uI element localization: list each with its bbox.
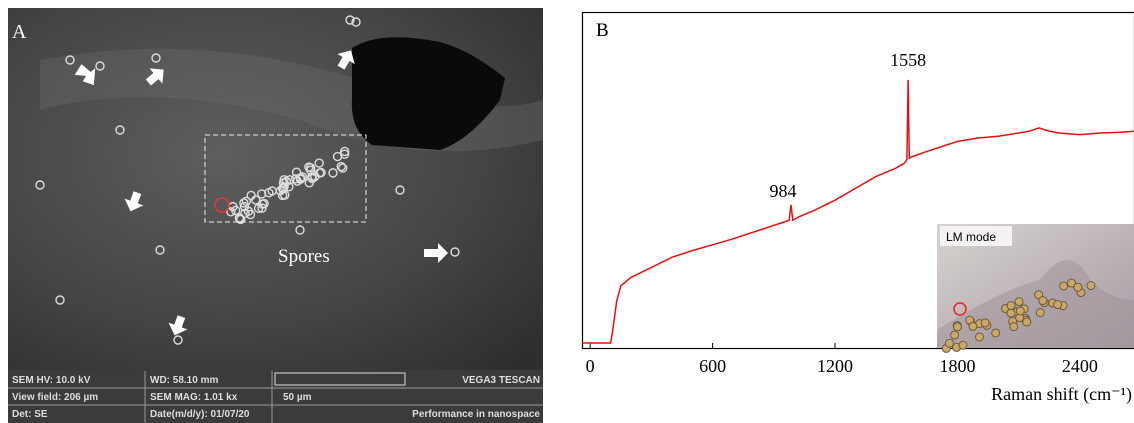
scale-box bbox=[274, 372, 406, 386]
info-item: Performance in nanospace bbox=[412, 409, 540, 420]
spore bbox=[395, 185, 405, 195]
spore bbox=[155, 245, 165, 255]
inset-spore bbox=[958, 340, 968, 350]
info-text: SEM HV: 10.0 kV WD: 58.10 mm VEGA3 TESCAN V… bbox=[8, 371, 543, 423]
inset-spore bbox=[1086, 281, 1096, 291]
spectrum-line bbox=[582, 79, 1134, 344]
inset-spore bbox=[1066, 278, 1076, 288]
x-tick-label: 600 bbox=[699, 356, 726, 376]
spore bbox=[55, 295, 65, 305]
inset-spore bbox=[1035, 308, 1045, 318]
spore bbox=[173, 335, 183, 345]
spore bbox=[151, 53, 161, 63]
spore bbox=[257, 199, 268, 209]
inset-spore bbox=[991, 328, 1001, 338]
spore bbox=[339, 146, 350, 157]
info-item: 50 µm bbox=[283, 392, 312, 403]
panel-label: B bbox=[596, 20, 609, 41]
spore bbox=[290, 174, 301, 184]
spore bbox=[295, 225, 305, 235]
inset-label: LM mode bbox=[946, 230, 996, 244]
spore bbox=[310, 171, 320, 182]
spore bbox=[314, 158, 324, 168]
spores-label: Spores bbox=[278, 246, 330, 267]
annotation: 984 bbox=[769, 181, 796, 201]
inset-spore bbox=[944, 338, 954, 348]
annotation: 1558 bbox=[890, 50, 926, 70]
inset-label-bg bbox=[940, 226, 1012, 246]
spore bbox=[345, 15, 355, 25]
spore bbox=[450, 247, 460, 257]
info-item: WD: 58.10 mm bbox=[150, 375, 218, 386]
x-tick-label: 1200 bbox=[817, 356, 853, 376]
x-tick-label: 2400 bbox=[1062, 356, 1098, 376]
spore bbox=[35, 180, 45, 190]
x-axis-label: Raman shift (cm⁻¹) bbox=[991, 384, 1132, 405]
inset-spore bbox=[1009, 322, 1019, 332]
spore bbox=[256, 189, 267, 199]
spore bbox=[264, 188, 274, 198]
inset-spore bbox=[974, 332, 984, 342]
spore bbox=[115, 125, 125, 135]
spore bbox=[351, 17, 361, 27]
inset-spore bbox=[1014, 297, 1024, 307]
spore bbox=[240, 208, 250, 219]
info-item: Det: SE bbox=[12, 409, 48, 420]
info-item: SEM HV: 10.0 kV bbox=[12, 375, 91, 386]
spore bbox=[336, 161, 346, 172]
spore bbox=[95, 61, 105, 71]
info-item: View field: 206 µm bbox=[12, 392, 98, 403]
spore bbox=[328, 168, 338, 178]
arrows bbox=[74, 50, 448, 336]
hole bbox=[351, 37, 505, 151]
spore bbox=[65, 55, 75, 65]
inset-spore bbox=[1015, 306, 1025, 316]
spore bbox=[295, 174, 306, 184]
panel-label: A bbox=[12, 21, 27, 43]
spore bbox=[257, 203, 267, 213]
inset-spore bbox=[968, 321, 978, 331]
inset-spore bbox=[950, 330, 960, 340]
inset-spore bbox=[1006, 300, 1016, 310]
spore bbox=[226, 207, 236, 217]
inset-marker bbox=[953, 302, 967, 316]
spore bbox=[297, 172, 308, 182]
inset-spore bbox=[952, 322, 962, 332]
spore bbox=[236, 214, 246, 225]
raman-chart: B 0 600 1200 1800 2400 Raman shift (cm⁻¹) LM mo… bbox=[581, 11, 1134, 405]
spores bbox=[35, 15, 460, 345]
spore bbox=[332, 151, 343, 162]
spore bbox=[337, 163, 348, 173]
inset-spore bbox=[1022, 317, 1032, 327]
plot-frame bbox=[581, 11, 1134, 350]
spore bbox=[280, 190, 290, 200]
spore bbox=[279, 175, 289, 185]
inset-spore bbox=[980, 318, 990, 328]
info-item: Date(m/d/y): 01/07/20 bbox=[150, 409, 250, 420]
inset-spore bbox=[1059, 281, 1069, 291]
inset-spore bbox=[1073, 282, 1083, 292]
spore bbox=[241, 196, 252, 207]
inset-spore bbox=[1053, 300, 1063, 310]
x-tick-label: 0 bbox=[586, 356, 595, 376]
spore bbox=[281, 176, 292, 187]
spore bbox=[277, 183, 288, 194]
inset: LM mode bbox=[937, 224, 1134, 353]
marker bbox=[214, 197, 230, 213]
spore bbox=[304, 178, 314, 188]
inset-spore bbox=[1038, 296, 1048, 306]
info-item: SEM MAG: 1.01 kx bbox=[150, 392, 238, 403]
spore bbox=[239, 198, 249, 208]
info-item: VEGA3 TESCAN bbox=[462, 375, 540, 386]
zoom-box bbox=[204, 134, 367, 223]
spore bbox=[251, 195, 261, 205]
inset-spore bbox=[1006, 308, 1016, 318]
sem-image: A Spores SEM HV: 10.0 kV WD: 58.10 mm VEGA… bbox=[8, 8, 543, 423]
x-tick-label: 1800 bbox=[939, 356, 975, 376]
inset-spore bbox=[1034, 290, 1044, 300]
